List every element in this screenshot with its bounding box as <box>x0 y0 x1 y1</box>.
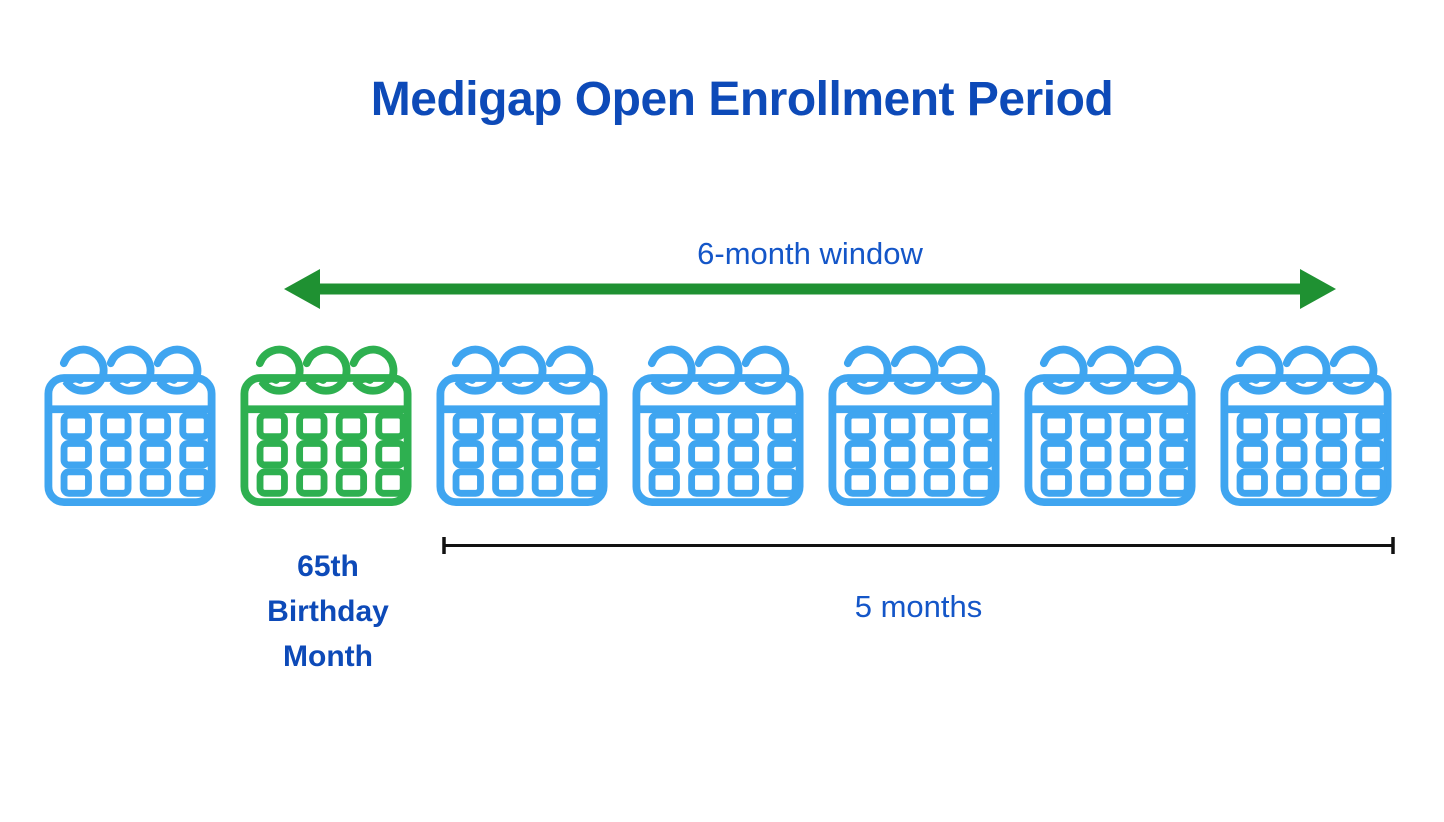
calendar-icon-blue <box>44 333 216 509</box>
arrow-left-head-icon <box>284 269 320 309</box>
calendar-icon-blue <box>632 333 804 509</box>
birthday-label-line: 65th <box>297 550 359 583</box>
calendar-icon-blue <box>1024 333 1196 509</box>
calendar-icon-blue <box>436 333 608 509</box>
six-month-window-label: 6-month window <box>697 236 923 271</box>
birthday-month-label: 65th Birthday Month <box>240 544 416 679</box>
six-month-window-arrow <box>284 269 1336 309</box>
arrow-right-head-icon <box>1300 269 1336 309</box>
five-month-bracket <box>442 537 1395 554</box>
calendar-icon-blue <box>828 333 1000 509</box>
page-title: Medigap Open Enrollment Period <box>370 73 1114 126</box>
birthday-label-line: Month <box>283 640 373 673</box>
calendar-icon-blue <box>1220 333 1392 509</box>
five-months-label: 5 months <box>854 589 983 624</box>
birthday-label-line: Birthday <box>267 595 389 628</box>
calendar-icon-green <box>240 333 412 509</box>
calendar-row <box>44 333 1392 509</box>
